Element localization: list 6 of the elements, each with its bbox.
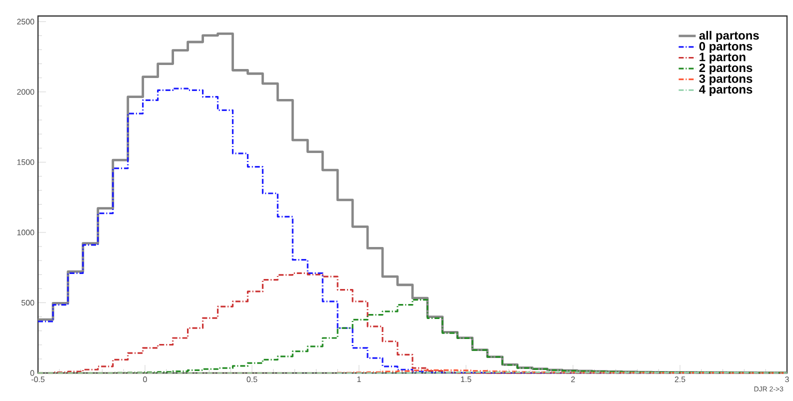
- legend-label: all partons: [699, 30, 759, 42]
- legend-label: 2 partons: [699, 64, 752, 74]
- legend-label: 0 partons: [699, 42, 752, 53]
- legend-label: 3 partons: [699, 74, 752, 86]
- legend-label: 1 parton: [700, 52, 746, 64]
- legend-label: 4 partons: [699, 85, 752, 96]
